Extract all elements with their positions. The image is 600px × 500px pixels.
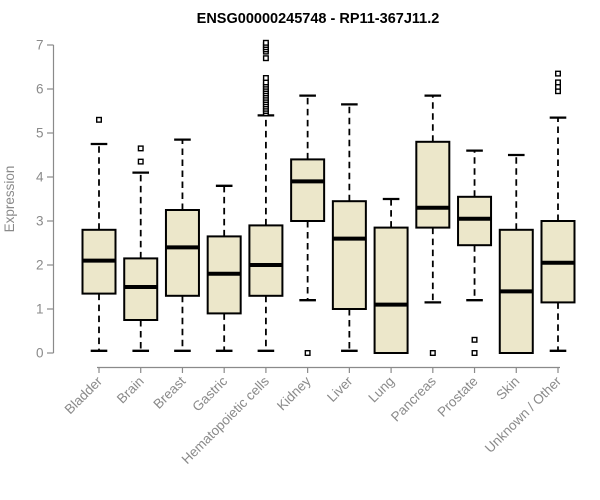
iqr-box — [290, 158, 326, 222]
iqr-box — [373, 226, 409, 355]
y-tick-label: 5 — [36, 126, 44, 141]
outlier-point — [554, 70, 561, 77]
y-tick-label: 3 — [36, 214, 44, 229]
outlier-point — [262, 55, 269, 62]
iqr-box — [123, 257, 159, 321]
x-tick-label: Bladder — [62, 373, 106, 417]
y-axis-title: Expression — [2, 166, 17, 233]
outlier-point — [137, 158, 144, 165]
outlier-point — [137, 145, 144, 152]
y-tick-label: 7 — [36, 38, 44, 53]
iqr-box — [164, 209, 200, 297]
x-tick-label: Pancreas — [388, 373, 439, 424]
outlier-point — [262, 39, 269, 46]
iqr-box — [415, 140, 451, 229]
x-tick-label: Gastric — [189, 373, 230, 414]
x-tick-label: Liver — [324, 373, 356, 405]
iqr-box — [248, 224, 284, 297]
outlier-point — [262, 74, 269, 81]
x-tick-label: Prostate — [435, 374, 481, 420]
x-tick-label: Lung — [365, 374, 397, 406]
x-tick-label: Brain — [114, 374, 147, 407]
iqr-box — [457, 195, 493, 247]
outlier-point — [304, 350, 311, 357]
outlier-point — [554, 79, 561, 86]
chart-title: ENSG00000245748 - RP11-367J11.2 — [197, 11, 440, 27]
y-tick-label: 4 — [36, 170, 44, 185]
y-tick-label: 2 — [36, 258, 44, 273]
x-tick-label: Kidney — [274, 373, 314, 413]
x-tick-label: Skin — [493, 374, 522, 403]
x-tick-label: Breast — [150, 373, 188, 411]
outlier-point — [429, 350, 436, 357]
outlier-point — [471, 336, 478, 343]
outlier-point — [471, 350, 478, 357]
y-tick-label: 6 — [36, 82, 44, 97]
iqr-box — [331, 200, 367, 310]
y-tick-label: 1 — [36, 302, 44, 317]
x-tick-label: Unknown / Other — [482, 373, 565, 456]
y-tick-label: 0 — [36, 346, 44, 361]
outlier-point — [95, 116, 102, 123]
